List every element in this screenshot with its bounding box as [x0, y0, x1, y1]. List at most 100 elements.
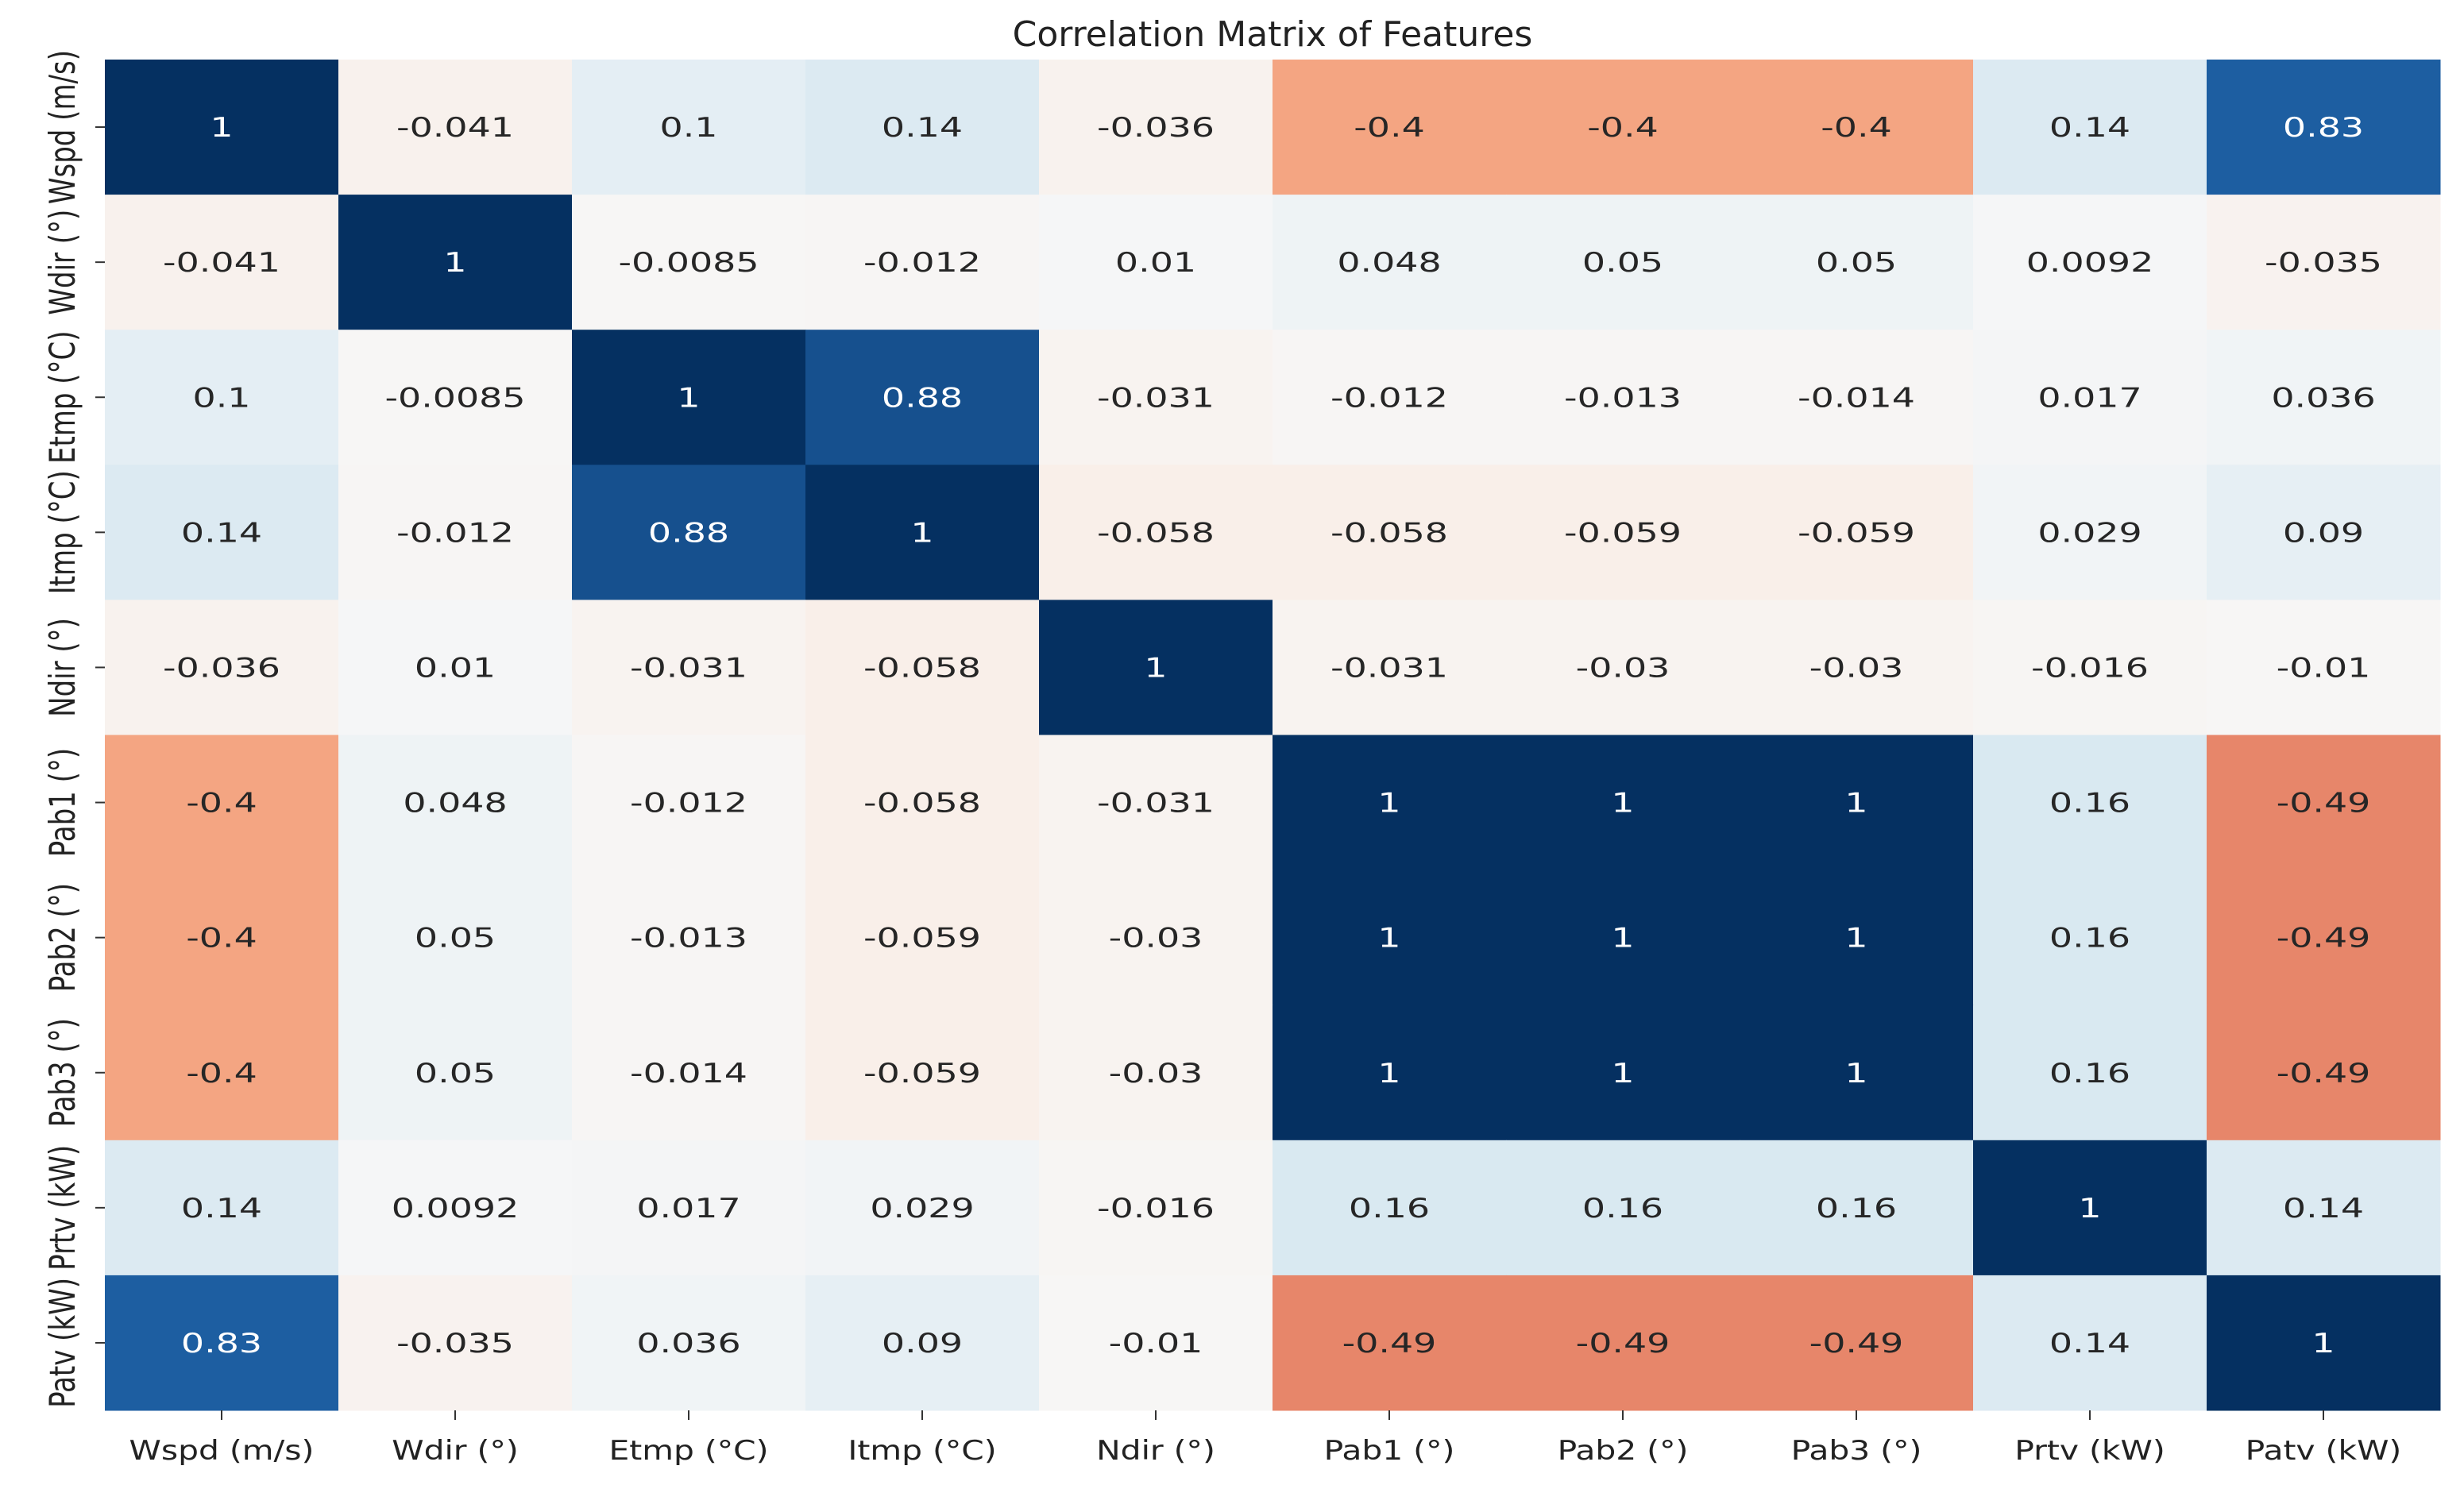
cell-value-label: -0.01 [1109, 1328, 1203, 1360]
heatmap-cell [1740, 60, 1974, 195]
heatmap-cell [338, 60, 573, 195]
cell-value-label: -0.059 [863, 923, 981, 955]
x-tick-label: Pab2 (°) [1558, 1434, 1689, 1466]
cell-value-label: -0.031 [630, 652, 747, 684]
heatmap-cell [1973, 1140, 2207, 1276]
cell-value-label: 0.036 [2271, 382, 2375, 414]
heatmap-cell [338, 735, 573, 871]
heatmap-cell [2207, 1275, 2441, 1411]
heatmap-cell [572, 1140, 806, 1276]
heatmap-cell [1506, 1005, 1740, 1141]
cell-value-label: 0.16 [1816, 1193, 1897, 1225]
heatmap-cell [338, 1275, 573, 1411]
heatmap-cell [1273, 870, 1507, 1006]
heatmap-cell [805, 330, 1040, 465]
cell-value-label: -0.031 [1097, 787, 1215, 819]
heatmap-cell [1506, 60, 1740, 195]
heatmap-cell [805, 195, 1040, 330]
y-tick-label: Pab1 (°) [43, 748, 84, 857]
x-tick-label: Wspd (m/s) [129, 1434, 315, 1466]
y-tick-label: Pab3 (°) [43, 1018, 84, 1127]
cell-value-label: 0.14 [181, 517, 262, 549]
heatmap-cell [1973, 1005, 2207, 1141]
cell-value-label: -0.01 [2277, 652, 2371, 684]
y-tick-label: Wspd (m/s) [43, 50, 84, 204]
heatmap-cell [105, 330, 339, 465]
cell-value-label: 1 [1844, 1058, 1867, 1090]
heatmap-cell [1273, 600, 1507, 735]
x-tick-label: Pab3 (°) [1791, 1434, 1922, 1466]
cell-annotations: 1 -0.041 0.1 0.14 -0.036 -0.4 -0.4 -0.4 0.14 0.83… [163, 112, 2382, 1359]
heatmap-cell [105, 1140, 339, 1276]
heatmap-cell [1273, 195, 1507, 330]
cell-value-label: 0.14 [181, 1193, 262, 1225]
heatmap-cell [572, 60, 806, 195]
cell-value-label: 0.0092 [2026, 247, 2154, 279]
x-tick-label: Wdir (°) [392, 1434, 519, 1466]
heatmap-cell [1039, 330, 1273, 465]
cell-value-label: -0.4 [1821, 112, 1892, 144]
cell-value-label: -0.49 [1809, 1328, 1904, 1360]
heatmap-cell [1740, 600, 1974, 735]
y-tick-label: Pab2 (°) [43, 883, 84, 992]
heatmap-cell [2207, 330, 2441, 465]
x-tick-label: Pab1 (°) [1324, 1434, 1455, 1466]
cell-value-label: 0.14 [2049, 112, 2130, 144]
y-tick-label: Etmp (°C) [43, 330, 84, 464]
heatmap-cell [572, 330, 806, 465]
heatmap-cell [2207, 600, 2441, 735]
heatmap-cell [1740, 1005, 1974, 1141]
heatmap-cell [338, 870, 573, 1006]
cell-value-label: 0.05 [1816, 247, 1897, 279]
heatmap-cell [1506, 1275, 1740, 1411]
heatmap-cell [1973, 735, 2207, 871]
cell-value-label: 0.14 [882, 112, 963, 144]
chart-title: Correlation Matrix of Features [1013, 14, 1533, 55]
cell-value-label: -0.031 [1097, 382, 1215, 414]
heatmap-cell [572, 1275, 806, 1411]
cell-value-label: 0.048 [403, 787, 507, 819]
cell-value-label: -0.035 [396, 1328, 514, 1360]
heatmap-cell [572, 465, 806, 600]
heatmap-cell [338, 600, 573, 735]
cell-value-label: 1 [443, 247, 466, 279]
heatmap-cell [572, 600, 806, 735]
heatmap-cell [1740, 870, 1974, 1006]
heatmap-cell [572, 195, 806, 330]
heatmap-cell [1973, 1275, 2207, 1411]
cell-value-label: 0.16 [2049, 787, 2130, 819]
heatmap-cells [105, 60, 2441, 1411]
heatmap-cell [1273, 735, 1507, 871]
cell-value-label: -0.058 [1330, 517, 1448, 549]
heatmap-cell [105, 735, 339, 871]
heatmap-cell [1740, 195, 1974, 330]
heatmap-cell [1506, 870, 1740, 1006]
heatmap-cell [1273, 1275, 1507, 1411]
heatmap-cell [572, 1005, 806, 1141]
cell-value-label: 1 [1611, 923, 1634, 955]
heatmap-cell [1506, 330, 1740, 465]
cell-value-label: 1 [1611, 787, 1634, 819]
heatmap-cell [1273, 330, 1507, 465]
cell-value-label: -0.49 [2277, 1058, 2371, 1090]
heatmap-cell [1506, 735, 1740, 871]
heatmap-cell [1273, 465, 1507, 600]
cell-value-label: 0.83 [2283, 112, 2364, 144]
x-tick-label: Etmp (°C) [608, 1434, 768, 1466]
cell-value-label: -0.012 [863, 247, 981, 279]
cell-value-label: 0.16 [2049, 1058, 2130, 1090]
heatmap-cell [1973, 870, 2207, 1006]
y-tick-label: Patv (kW) [43, 1278, 84, 1408]
cell-value-label: 1 [1844, 923, 1867, 955]
cell-value-label: 0.16 [1349, 1193, 1430, 1225]
heatmap-cell [338, 465, 573, 600]
cell-value-label: 1 [1377, 923, 1400, 955]
heatmap-cell [805, 735, 1040, 871]
cell-value-label: 1 [677, 382, 700, 414]
cell-value-label: -0.013 [1564, 382, 1682, 414]
cell-value-label: 0.05 [415, 923, 496, 955]
cell-value-label: -0.4 [1587, 112, 1659, 144]
cell-value-label: 0.048 [1337, 247, 1441, 279]
cell-value-label: -0.058 [863, 652, 981, 684]
cell-value-label: 1 [910, 517, 933, 549]
